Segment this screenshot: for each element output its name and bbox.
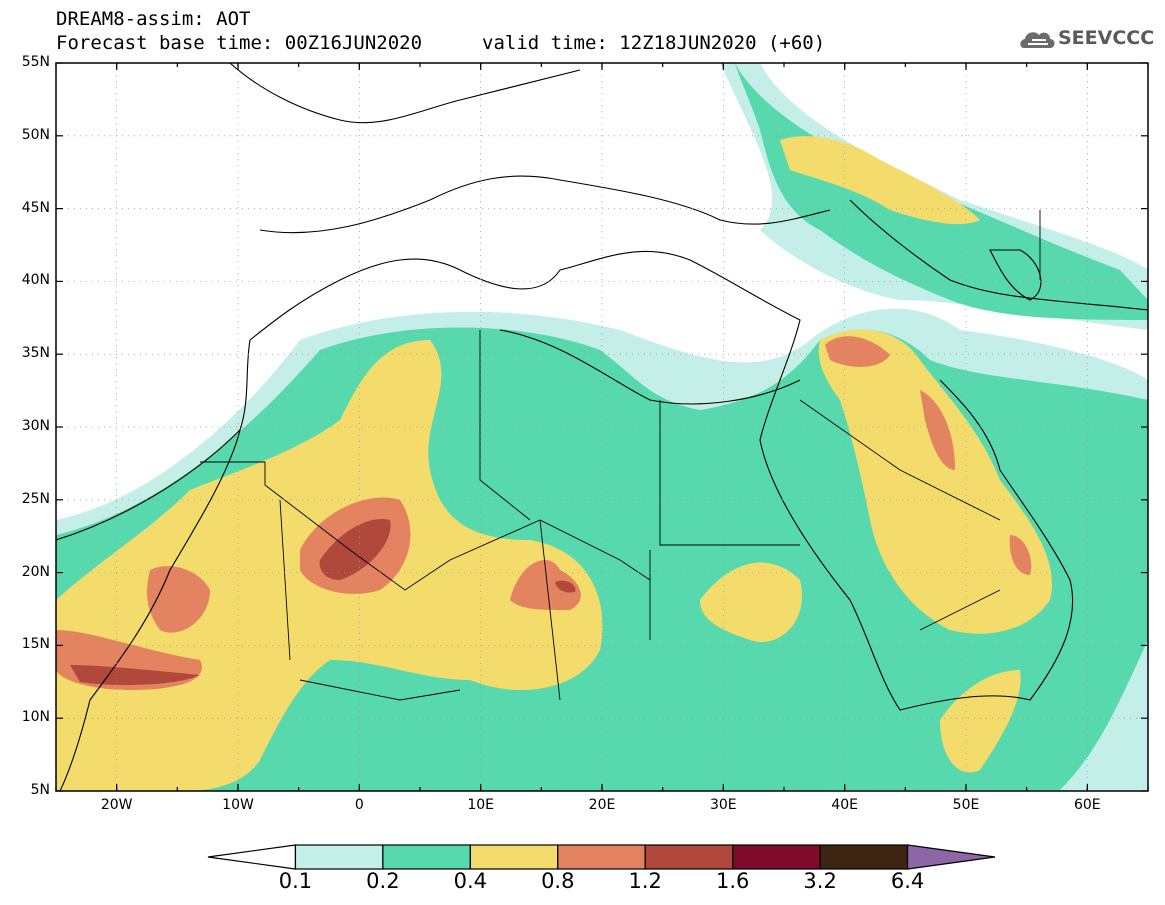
map-title: DREAM8-assim: AOT — [56, 8, 251, 30]
valid-time: valid time: 12Z18JUN2020 (+60) — [482, 32, 826, 54]
graticule — [56, 62, 1148, 792]
aot-level-1.2-senegal — [70, 665, 200, 686]
aot-level-0.4-east — [700, 562, 802, 642]
aot-level-0.8-mauritania — [147, 566, 210, 633]
colorbar-label: 0.1 — [278, 869, 313, 893]
colorbar-label: 0.2 — [366, 869, 400, 893]
aot-level-1.2-chad — [555, 580, 576, 593]
lat-label: 35N — [21, 345, 50, 362]
aot-level-0.4-arabia — [818, 329, 1052, 634]
lon-label: 20E — [588, 797, 616, 813]
aot-level-0.8-kuwait — [920, 390, 955, 470]
colorbar-segment — [644, 844, 734, 870]
colorbar-segment — [382, 844, 471, 870]
aot-level-0.4-north — [780, 136, 980, 225]
lat-label: 5N — [30, 782, 50, 798]
aot-level-0.8-chad — [510, 560, 581, 610]
lon-label: 10W — [222, 797, 254, 813]
forecast-base-time: Forecast base time: 00Z16JUN2020 — [56, 32, 423, 54]
colorbar-label: 3.2 — [803, 869, 837, 893]
colorbar — [207, 844, 996, 870]
lat-label: 55N — [21, 54, 50, 70]
lat-label: 30N — [21, 418, 50, 434]
lat-label: 25N — [21, 490, 50, 507]
lat-label: 20N — [21, 563, 50, 580]
axis-ticks — [55, 62, 1149, 792]
colorbar-label: 0.8 — [541, 869, 575, 893]
colorbar-segment — [207, 844, 297, 870]
colorbar-segment — [469, 844, 559, 870]
lat-label: 10N — [21, 709, 50, 726]
cloud-logo-icon — [1020, 32, 1055, 48]
coastlines — [56, 63, 1148, 791]
lon-label: 20W — [100, 797, 133, 813]
lat-label: 50N — [21, 126, 50, 143]
lon-label: 0 — [354, 797, 364, 813]
lon-label: 30E — [709, 797, 737, 813]
lon-label: 40E — [831, 797, 858, 813]
lon-label: 60E — [1073, 797, 1101, 813]
colorbar-segment — [294, 844, 384, 870]
colorbar-label: 1.6 — [715, 869, 750, 893]
country-borders — [200, 210, 1041, 701]
colorbar-segment — [819, 844, 909, 870]
colorbar-label: 0.4 — [453, 869, 488, 893]
aot-level-0.8-oman — [1009, 535, 1032, 575]
lon-label: 10E — [467, 797, 494, 813]
aot-level-0.2-north — [735, 63, 1148, 320]
logo-text: SEEVCCC — [1058, 27, 1155, 49]
colorbar-segment — [557, 844, 646, 870]
lat-label: 15N — [21, 636, 50, 653]
colorbar-segment — [906, 844, 996, 870]
colorbar-segment — [732, 844, 821, 870]
lat-label: 45N — [21, 199, 50, 216]
aot-level-1.2-sahara — [319, 519, 391, 580]
aot-level-0.8-iraq — [825, 336, 890, 367]
colorbar-label: 6.4 — [890, 869, 925, 893]
lat-label: 40N — [21, 272, 50, 289]
lon-label: 50E — [952, 797, 980, 813]
colorbar-label: 1.2 — [628, 869, 662, 893]
